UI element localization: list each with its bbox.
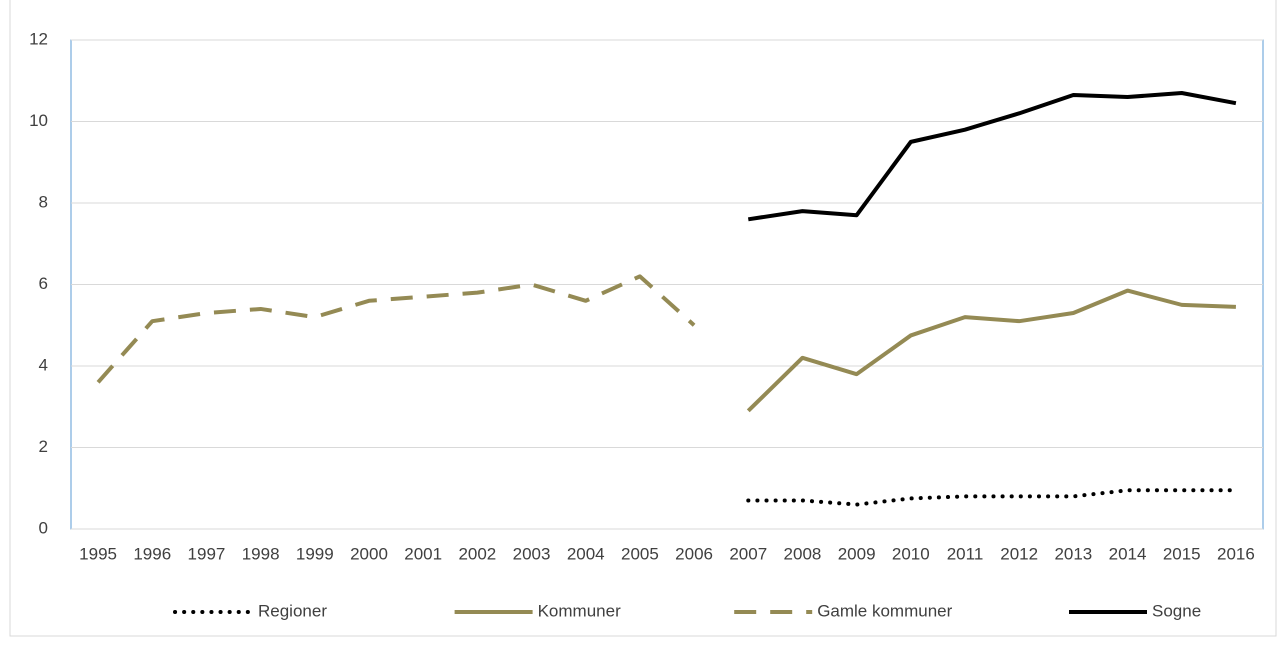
x-tick-label: 2015 [1163, 544, 1201, 563]
x-tick-label: 1996 [133, 544, 171, 563]
legend-label: Sogne [1152, 601, 1201, 620]
x-tick-label: 2009 [838, 544, 876, 563]
x-tick-label: 2013 [1054, 544, 1092, 563]
x-tick-label: 1997 [188, 544, 226, 563]
x-tick-label: 2001 [404, 544, 442, 563]
x-tick-label: 1999 [296, 544, 334, 563]
x-tick-label: 2006 [675, 544, 713, 563]
x-tick-label: 2002 [458, 544, 496, 563]
series-line [746, 288, 1236, 413]
y-tick-label: 2 [39, 437, 48, 456]
x-tick-label: 2010 [892, 544, 930, 563]
x-tick-label: 2012 [1000, 544, 1038, 563]
x-tick-label: 1995 [79, 544, 117, 563]
y-tick-label: 12 [29, 29, 48, 48]
x-tick-label: 1998 [242, 544, 280, 563]
series-line [747, 90, 1237, 222]
x-tick-label: 2007 [729, 544, 767, 563]
y-tick-label: 6 [39, 274, 48, 293]
series-line [96, 274, 696, 384]
y-tick-label: 10 [29, 111, 48, 130]
x-tick-label: 2011 [947, 544, 984, 563]
x-tick-label: 2016 [1217, 544, 1255, 563]
x-tick-label: 2003 [513, 544, 551, 563]
x-tick-label: 2014 [1109, 544, 1147, 563]
legend-label: Regioner [258, 601, 327, 620]
y-tick-label: 0 [39, 518, 48, 537]
legend-label: Kommuner [538, 601, 621, 620]
y-tick-label: 4 [39, 355, 48, 374]
series-line [746, 488, 1238, 507]
y-tick-label: 8 [39, 192, 48, 211]
x-tick-label: 2004 [567, 544, 605, 563]
chart-frame [9, 0, 1277, 637]
x-tick-label: 2005 [621, 544, 659, 563]
x-tick-label: 2000 [350, 544, 388, 563]
x-tick-label: 2008 [784, 544, 822, 563]
legend-label: Gamle kommuner [817, 601, 952, 620]
